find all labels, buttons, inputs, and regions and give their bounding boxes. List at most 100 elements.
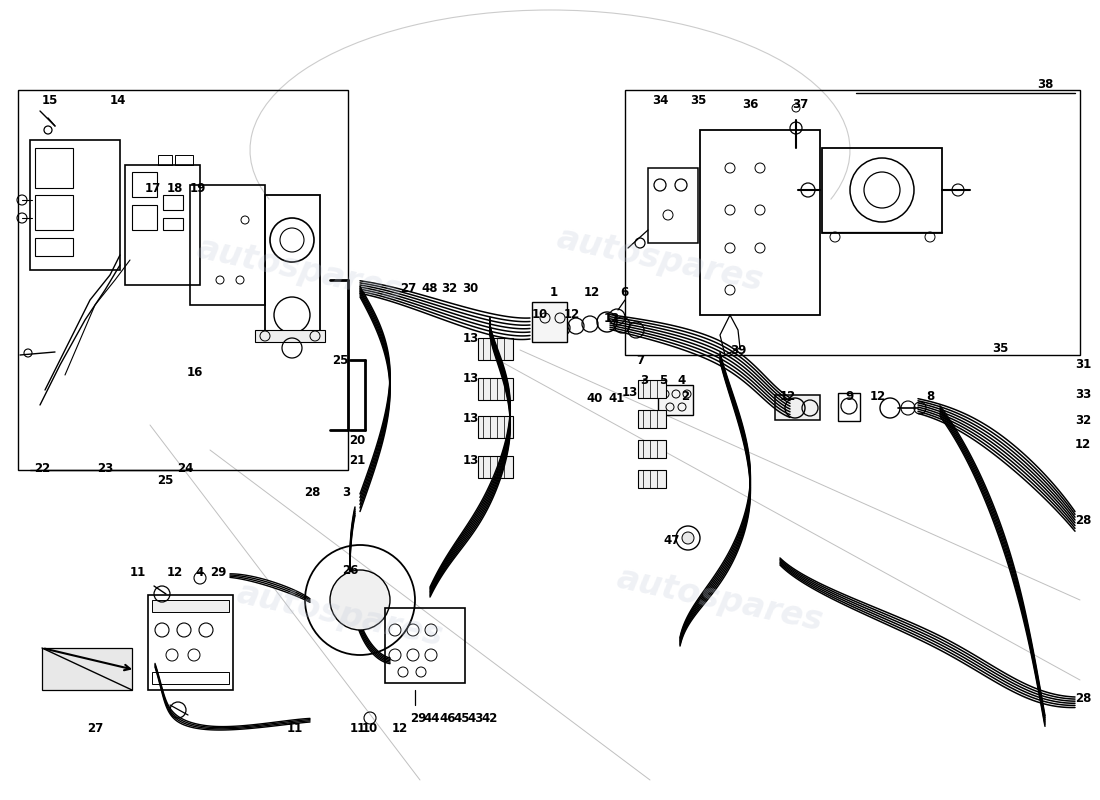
Text: 20: 20 (349, 434, 365, 446)
Text: 12: 12 (870, 390, 887, 402)
Text: 1: 1 (550, 286, 558, 298)
Text: 25: 25 (157, 474, 173, 486)
Bar (265, 195, 320, 335)
Text: 42: 42 (482, 711, 498, 725)
Text: autospares: autospares (194, 232, 406, 308)
Text: 3: 3 (342, 486, 350, 498)
Text: 34: 34 (652, 94, 668, 106)
Bar (478, 416, 513, 438)
Text: 30: 30 (462, 282, 478, 294)
Text: 35: 35 (992, 342, 1009, 354)
Text: 37: 37 (792, 98, 808, 111)
Text: 12: 12 (1075, 438, 1091, 451)
Text: 44: 44 (424, 711, 440, 725)
Text: 24: 24 (177, 462, 194, 474)
Bar (175, 155, 192, 165)
Text: 28: 28 (1075, 691, 1091, 705)
Bar (658, 385, 693, 415)
Text: 43: 43 (468, 711, 484, 725)
Bar (132, 172, 157, 197)
Bar (158, 155, 172, 165)
Bar (638, 410, 666, 428)
Text: 12: 12 (604, 311, 620, 325)
Bar (625, 90, 1080, 355)
Text: 12: 12 (392, 722, 408, 734)
Text: 28: 28 (304, 486, 320, 498)
Text: 48: 48 (421, 282, 438, 294)
Text: 22: 22 (34, 462, 51, 474)
Bar (35, 195, 73, 230)
Text: 12: 12 (564, 309, 580, 322)
Text: 13: 13 (463, 371, 480, 385)
Text: 35: 35 (690, 94, 706, 106)
Text: 32: 32 (441, 282, 458, 294)
Text: 40: 40 (586, 391, 603, 405)
Text: 32: 32 (1075, 414, 1091, 426)
Bar (35, 238, 73, 256)
Text: 23: 23 (97, 462, 113, 474)
Bar (532, 302, 566, 342)
Text: autospares: autospares (553, 222, 767, 298)
Text: 27: 27 (400, 282, 416, 294)
Text: 4: 4 (678, 374, 686, 386)
Text: 5: 5 (659, 374, 667, 386)
Text: 17: 17 (145, 182, 161, 194)
Bar (255, 330, 324, 342)
Text: 10: 10 (362, 722, 378, 734)
Text: 16: 16 (187, 366, 204, 378)
Text: 29: 29 (210, 566, 227, 578)
Text: 10: 10 (532, 309, 548, 322)
Bar (648, 168, 698, 243)
Bar (152, 672, 229, 684)
Text: 3: 3 (640, 374, 648, 386)
Text: 26: 26 (342, 563, 359, 577)
Bar (700, 130, 820, 315)
Bar (42, 648, 132, 690)
Text: 38: 38 (1037, 78, 1053, 91)
Bar (125, 165, 200, 285)
Text: 8: 8 (926, 390, 934, 402)
Bar (776, 395, 820, 420)
Bar (638, 470, 666, 488)
Bar (163, 195, 183, 210)
Bar (478, 378, 513, 400)
Bar (838, 393, 860, 421)
Bar (30, 140, 120, 270)
Bar (163, 218, 183, 230)
Text: 31: 31 (1075, 358, 1091, 371)
Text: 14: 14 (110, 94, 126, 106)
Text: 33: 33 (1075, 389, 1091, 402)
Bar (152, 600, 229, 612)
Text: 11: 11 (287, 722, 304, 734)
Bar (638, 440, 666, 458)
Text: 13: 13 (621, 386, 638, 398)
Text: 25: 25 (332, 354, 349, 366)
Bar (35, 148, 73, 188)
Text: 6: 6 (620, 286, 628, 298)
Bar (18, 90, 348, 470)
Text: 15: 15 (42, 94, 58, 106)
Text: 13: 13 (463, 454, 480, 466)
Text: 13: 13 (463, 331, 480, 345)
Circle shape (330, 570, 390, 630)
Text: 12: 12 (780, 390, 796, 402)
Bar (148, 595, 233, 690)
Text: 11: 11 (130, 566, 146, 578)
Text: 21: 21 (349, 454, 365, 466)
Text: 2: 2 (681, 390, 689, 402)
Text: 47: 47 (663, 534, 680, 546)
Text: 29: 29 (410, 711, 426, 725)
Bar (478, 338, 513, 360)
Text: 4: 4 (196, 566, 205, 578)
Text: 7: 7 (636, 354, 645, 366)
Bar (822, 148, 942, 233)
Text: 13: 13 (463, 411, 480, 425)
Text: 45: 45 (453, 711, 471, 725)
Bar (385, 608, 465, 683)
Text: 19: 19 (190, 182, 206, 194)
Circle shape (682, 532, 694, 544)
Bar (638, 380, 666, 398)
Text: 46: 46 (440, 711, 456, 725)
Text: 41: 41 (608, 391, 625, 405)
Text: 28: 28 (1075, 514, 1091, 526)
